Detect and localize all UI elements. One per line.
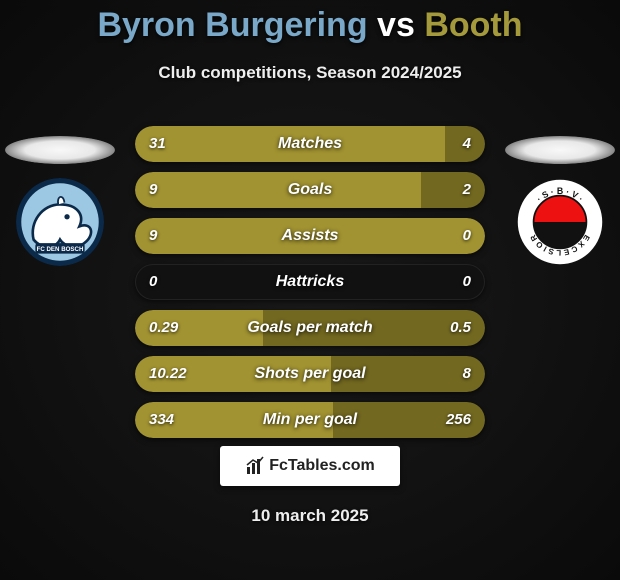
stat-value-right: 0 [449, 264, 485, 300]
stat-value-right: 8 [449, 356, 485, 392]
stat-row: 92Goals [135, 172, 485, 208]
stat-bar-left [135, 126, 445, 162]
left-team-block: FC DEN BOSCH [0, 136, 120, 266]
excelsior-crest-icon: · S · B · V · E X C E L S I O R [516, 178, 604, 266]
stat-value-right: 2 [449, 172, 485, 208]
stat-value-left: 334 [135, 402, 188, 438]
pedestal-shadow [505, 136, 615, 164]
stat-row: 10.228Shots per goal [135, 356, 485, 392]
right-team-crest: · S · B · V · E X C E L S I O R [516, 178, 604, 266]
stat-value-right: 256 [432, 402, 485, 438]
player2-name: Booth [424, 6, 522, 44]
stat-value-left: 31 [135, 126, 180, 162]
stat-row: 0.290.5Goals per match [135, 310, 485, 346]
stat-value-left: 9 [135, 218, 171, 254]
stat-value-right: 0.5 [436, 310, 485, 346]
stat-bar-left [135, 218, 485, 254]
stat-value-left: 0.29 [135, 310, 192, 346]
stats-panel: 314Matches92Goals90Assists00Hattricks0.2… [135, 126, 485, 448]
brand-text: FcTables.com [269, 457, 375, 475]
den-bosch-crest-icon: FC DEN BOSCH [16, 178, 104, 266]
brand-badge[interactable]: FcTables.com [220, 446, 400, 486]
subtitle: Club competitions, Season 2024/2025 [0, 63, 620, 83]
date-text: 10 march 2025 [0, 506, 620, 526]
stat-value-left: 0 [135, 264, 171, 300]
left-team-crest: FC DEN BOSCH [16, 178, 104, 266]
stat-row: 0 0Hattricks [135, 264, 485, 300]
stat-bar-left [135, 172, 421, 208]
stat-value-right: 4 [449, 126, 485, 162]
stat-value-right: 0 [449, 218, 485, 254]
stat-row: 90Assists [135, 218, 485, 254]
stat-row: 334256Min per goal [135, 402, 485, 438]
pedestal-shadow [5, 136, 115, 164]
player1-name: Byron Burgering [97, 6, 367, 44]
comparison-card: Byron Burgering vs Booth Club competitio… [0, 6, 620, 580]
chart-icon [245, 456, 265, 476]
svg-text:FC DEN BOSCH: FC DEN BOSCH [37, 246, 84, 253]
stat-value-left: 9 [135, 172, 171, 208]
right-team-block: · S · B · V · E X C E L S I O R [500, 136, 620, 266]
vs-text: vs [377, 6, 415, 44]
page-title: Byron Burgering vs Booth [0, 6, 620, 45]
stat-label: Hattricks [135, 264, 485, 300]
stat-value-left: 10.22 [135, 356, 201, 392]
stat-row: 314Matches [135, 126, 485, 162]
